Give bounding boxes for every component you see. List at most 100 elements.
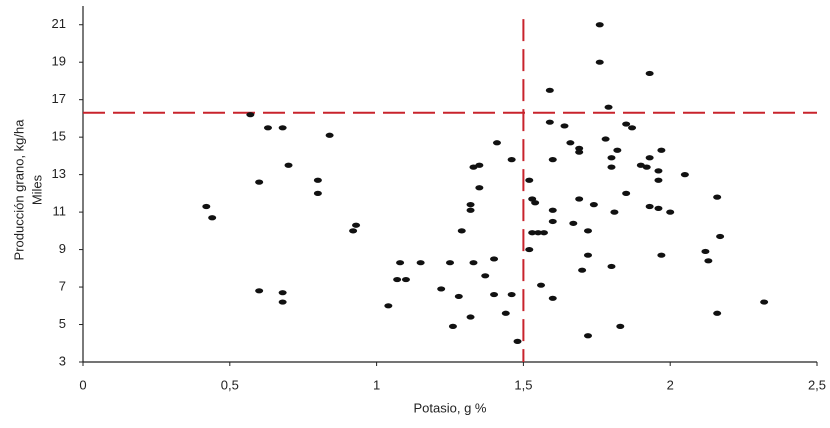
point: [466, 207, 475, 213]
point: [601, 136, 610, 142]
x-tick-label: 0,5: [221, 377, 239, 392]
point: [396, 260, 405, 266]
point: [548, 157, 557, 163]
point: [654, 168, 663, 174]
point: [545, 87, 554, 93]
y-tick-label: 15: [52, 129, 66, 144]
point: [492, 140, 501, 146]
point: [645, 70, 654, 77]
point: [507, 291, 516, 298]
point: [278, 299, 287, 305]
point: [569, 220, 578, 226]
point: [539, 230, 548, 236]
point: [666, 209, 675, 215]
point: [595, 59, 604, 65]
point: [607, 263, 616, 270]
point: [613, 147, 622, 153]
point: [513, 338, 522, 344]
point: [607, 155, 616, 161]
point: [525, 246, 534, 253]
point: [202, 203, 211, 210]
point: [490, 256, 499, 262]
y-axis-title: Miles: [29, 174, 44, 205]
point: [657, 147, 666, 153]
point: [610, 209, 619, 215]
point: [713, 310, 722, 316]
point: [622, 121, 631, 127]
y-tick-label: 9: [59, 241, 66, 256]
point: [401, 276, 410, 283]
point: [589, 202, 598, 208]
point: [583, 333, 592, 339]
point: [583, 228, 592, 234]
x-tick-label: 1: [373, 377, 380, 392]
x-tick-label: 2,5: [808, 377, 826, 392]
point: [263, 125, 272, 131]
point: [437, 286, 446, 292]
point: [575, 145, 584, 151]
y-tick-label: 21: [52, 16, 66, 31]
x-axis-title: Potasio, g %: [414, 400, 487, 415]
point: [642, 164, 651, 170]
y-tick-label: 19: [52, 54, 66, 69]
point: [246, 112, 255, 118]
point: [657, 252, 666, 258]
point: [628, 125, 637, 131]
point: [457, 228, 466, 234]
point: [622, 190, 631, 196]
point: [607, 164, 616, 170]
point: [278, 125, 287, 131]
point: [534, 230, 543, 236]
point: [446, 260, 454, 266]
point: [537, 282, 546, 288]
point: [595, 22, 604, 28]
point: [393, 276, 402, 283]
y-tick-label: 17: [52, 91, 66, 106]
point: [566, 140, 575, 146]
point: [575, 196, 584, 202]
y-tick-label: 3: [59, 353, 66, 368]
point: [548, 295, 557, 301]
point: [545, 119, 554, 125]
point: [616, 323, 625, 329]
point: [654, 205, 663, 211]
point: [548, 218, 557, 225]
point: [313, 177, 322, 183]
point: [560, 123, 569, 129]
y-tick-label: 7: [59, 278, 66, 293]
point: [528, 230, 537, 236]
point: [654, 177, 663, 183]
point: [704, 258, 713, 264]
point: [531, 200, 540, 206]
point: [313, 190, 322, 196]
point: [466, 202, 475, 208]
point: [583, 252, 592, 258]
point: [490, 291, 499, 298]
point: [208, 215, 217, 221]
x-tick-label: 1,5: [514, 377, 532, 392]
point: [469, 260, 478, 266]
y-tick-label: 11: [53, 204, 67, 219]
point: [701, 248, 710, 255]
point: [349, 228, 358, 234]
point: [255, 288, 264, 294]
point: [604, 104, 613, 110]
y-tick-label: 5: [59, 316, 66, 331]
point: [454, 293, 463, 300]
y-tick-label: 13: [52, 166, 66, 181]
point: [384, 303, 393, 309]
point: [645, 155, 654, 161]
point: [713, 194, 722, 200]
point: [501, 310, 510, 316]
point: [548, 207, 557, 213]
point: [645, 203, 654, 210]
x-tick-label: 0: [79, 377, 86, 392]
point: [352, 222, 361, 228]
point: [680, 172, 689, 178]
y-axis-title: Producción grano, kg/ha: [11, 119, 26, 261]
point: [507, 157, 516, 163]
point: [416, 260, 425, 266]
point: [325, 132, 334, 138]
point: [255, 179, 264, 185]
